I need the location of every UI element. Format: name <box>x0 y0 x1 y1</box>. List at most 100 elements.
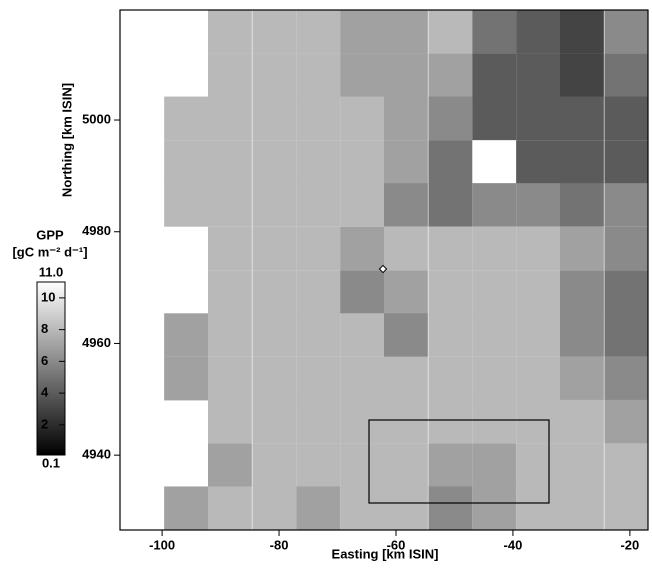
raster-cell <box>472 270 517 314</box>
raster-cell <box>296 399 341 444</box>
raster-cell <box>516 10 560 54</box>
raster-cell <box>428 10 473 54</box>
raster-cell <box>604 226 648 271</box>
raster-cell <box>516 399 560 444</box>
raster-cell <box>428 443 473 487</box>
raster-cell <box>208 486 252 530</box>
raster-cell <box>604 96 648 141</box>
raster-cell <box>604 10 648 54</box>
raster-cell <box>164 356 208 401</box>
raster-cell <box>428 226 473 271</box>
raster-cell <box>516 183 560 227</box>
raster-cell <box>472 313 517 357</box>
raster-cell <box>252 486 297 530</box>
raster-cell <box>516 140 560 184</box>
colorbar-unit: [gC m⁻² d⁻¹] <box>12 244 87 259</box>
raster-cell <box>428 270 473 314</box>
raster-cell <box>208 443 252 487</box>
raster-cell <box>384 10 428 54</box>
raster-cell <box>560 270 604 314</box>
raster-cell <box>296 10 341 54</box>
raster-cell <box>604 356 648 401</box>
raster-cell <box>560 183 604 227</box>
x-tick-label: -60 <box>387 537 406 552</box>
y-tick-label: 5000 <box>82 111 111 126</box>
raster-cell <box>296 226 341 271</box>
raster-cell <box>296 486 341 530</box>
raster-cell <box>604 140 648 184</box>
raster-cell <box>252 443 297 487</box>
raster-cell <box>252 96 297 141</box>
colorbar-tick-label: 6 <box>41 353 48 368</box>
x-tick-label: -100 <box>149 537 175 552</box>
raster-cell <box>516 486 560 530</box>
raster <box>164 10 648 530</box>
raster-cell <box>516 270 560 314</box>
raster-cell <box>208 140 252 184</box>
raster-cell <box>208 96 252 141</box>
raster-cell <box>340 486 384 530</box>
raster-cell <box>516 53 560 98</box>
raster-cell <box>340 96 384 141</box>
colorbar-title: GPP <box>36 227 64 242</box>
raster-cell <box>472 183 517 227</box>
raster-cell <box>164 486 208 530</box>
raster-cell <box>340 10 384 54</box>
raster-cell <box>516 226 560 271</box>
raster-cell <box>340 140 384 184</box>
plot-frame <box>119 9 649 531</box>
raster-cell <box>340 399 384 444</box>
raster-cell <box>340 226 384 271</box>
raster-cell <box>516 96 560 141</box>
raster-cell <box>340 53 384 98</box>
raster-cell <box>472 226 517 271</box>
colorbar-tick-label: 2 <box>41 416 48 431</box>
raster-cell <box>384 486 428 530</box>
raster-cell <box>604 399 648 444</box>
raster-cell <box>252 356 297 401</box>
raster-cell <box>560 226 604 271</box>
raster-cell <box>560 443 604 487</box>
raster-cell <box>428 183 473 227</box>
raster-cell <box>384 443 428 487</box>
raster-cell <box>384 140 428 184</box>
x-tick-label: -40 <box>504 537 523 552</box>
raster-cell <box>428 140 473 184</box>
raster-cell <box>560 140 604 184</box>
raster-cell <box>560 486 604 530</box>
colorbar-tick-label: 10 <box>41 289 55 304</box>
raster-cell <box>208 399 252 444</box>
raster-cell <box>472 356 517 401</box>
raster-cell <box>560 399 604 444</box>
raster-cell <box>296 313 341 357</box>
raster-cell <box>384 96 428 141</box>
raster-cell <box>516 443 560 487</box>
raster-cell <box>164 183 208 227</box>
site-marker <box>378 264 388 274</box>
raster-cell <box>340 270 384 314</box>
y-tick-label: 4980 <box>82 223 111 238</box>
raster-cell <box>164 140 208 184</box>
raster-cell <box>208 183 252 227</box>
colorbar-tick-label: 8 <box>41 321 48 336</box>
colorbar-tick-label: 11.0 <box>39 264 64 279</box>
raster-cell <box>252 183 297 227</box>
raster-cell <box>384 53 428 98</box>
raster-cell <box>604 443 648 487</box>
raster-cell <box>164 313 208 357</box>
y-tick-label: 4960 <box>82 335 111 350</box>
raster-cell <box>296 270 341 314</box>
y-axis-label: Northing [km ISIN] <box>59 83 74 197</box>
colorbar-tick-label: 4 <box>41 385 49 400</box>
raster-cell <box>296 443 341 487</box>
raster-cell <box>472 486 517 530</box>
raster-cell <box>252 313 297 357</box>
raster-cell <box>428 356 473 401</box>
raster-cell <box>296 356 341 401</box>
y-tick-label: 4940 <box>82 447 111 462</box>
raster-cell <box>516 313 560 357</box>
raster-cell <box>472 53 517 98</box>
raster-cell <box>604 313 648 357</box>
raster-cell <box>164 96 208 141</box>
raster-cell <box>604 486 648 530</box>
